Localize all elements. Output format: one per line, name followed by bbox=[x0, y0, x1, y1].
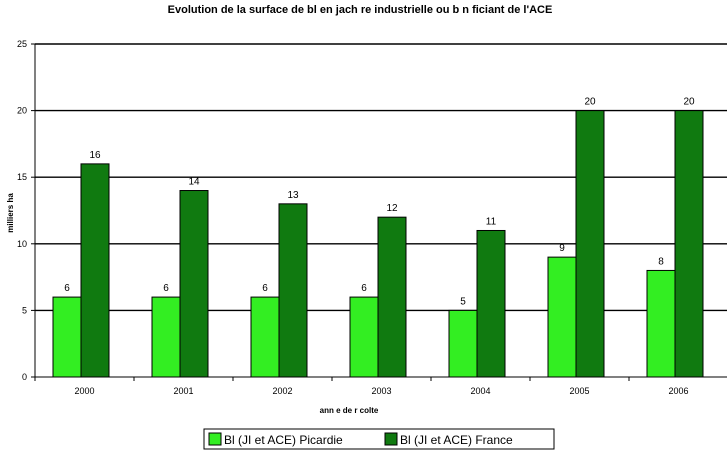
legend-label: Bl (JI et ACE) France bbox=[400, 433, 513, 447]
data-label: 20 bbox=[584, 97, 596, 108]
x-tick-label: 2006 bbox=[668, 386, 688, 396]
data-label: 8 bbox=[658, 256, 664, 267]
data-labels: 6 16 6 14 6 13 6 12 5 11 9 20 8 20 bbox=[64, 97, 695, 308]
bar-france-2000 bbox=[80, 163, 110, 378]
grid-lines bbox=[35, 43, 727, 312]
data-label: 13 bbox=[287, 190, 299, 201]
bars bbox=[52, 110, 704, 378]
bar-picardie-2003 bbox=[349, 296, 379, 378]
bar-france-2002 bbox=[278, 203, 308, 378]
data-label: 5 bbox=[460, 296, 466, 307]
y-tick-label: 15 bbox=[17, 172, 27, 182]
x-axis-label: ann e de r colte bbox=[320, 406, 379, 415]
data-label: 6 bbox=[64, 283, 70, 294]
x-tick-label: 2003 bbox=[371, 386, 391, 396]
bar-picardie-2002 bbox=[250, 296, 280, 378]
bar-picardie-2005 bbox=[547, 256, 577, 378]
legend-box bbox=[203, 428, 555, 450]
data-label: 9 bbox=[559, 243, 565, 254]
x-tick-label: 2004 bbox=[470, 386, 490, 396]
y-tick-label: 0 bbox=[22, 372, 27, 382]
y-tick-label: 20 bbox=[17, 106, 27, 116]
data-label: 6 bbox=[262, 283, 268, 294]
data-label: 14 bbox=[188, 177, 200, 188]
x-tick-label: 2001 bbox=[173, 386, 193, 396]
data-label: 6 bbox=[361, 283, 367, 294]
bar-france-2001 bbox=[179, 190, 209, 378]
legend-swatch bbox=[208, 432, 222, 446]
bar-picardie-2001 bbox=[151, 296, 181, 378]
x-tick-label: 2000 bbox=[74, 386, 94, 396]
data-label: 6 bbox=[163, 283, 169, 294]
bar-france-2003 bbox=[377, 216, 407, 378]
legend-label: Bl (JI et ACE) Picardie bbox=[224, 433, 343, 447]
bar-picardie-2004 bbox=[448, 309, 478, 378]
y-tick-label: 5 bbox=[22, 305, 27, 315]
x-tick-label: 2002 bbox=[272, 386, 292, 396]
bar-picardie-2006 bbox=[646, 269, 676, 378]
axes: 0 5 10 15 20 25 2000 2001 2002 2003 2004 2005 2006 bbox=[17, 39, 727, 396]
y-tick-label: 25 bbox=[17, 39, 27, 49]
data-label: 16 bbox=[89, 150, 101, 161]
bar-france-2005 bbox=[575, 110, 605, 378]
x-tick-label: 2005 bbox=[569, 386, 589, 396]
legend-swatch bbox=[384, 432, 398, 446]
y-tick-label: 10 bbox=[17, 239, 27, 249]
bar-picardie-2000 bbox=[52, 296, 82, 378]
data-label: 20 bbox=[683, 97, 695, 108]
chart-title: Evolution de la surface de bl en jach re… bbox=[168, 4, 553, 16]
data-label: 11 bbox=[486, 216, 497, 227]
bar-france-2006 bbox=[674, 110, 704, 378]
bar-france-2004 bbox=[476, 229, 506, 378]
y-axis-label: milliers ha bbox=[6, 193, 15, 233]
data-label: 12 bbox=[386, 203, 398, 214]
legend: Bl (JI et ACE) Picardie Bl (JI et ACE) Fr… bbox=[203, 428, 555, 450]
